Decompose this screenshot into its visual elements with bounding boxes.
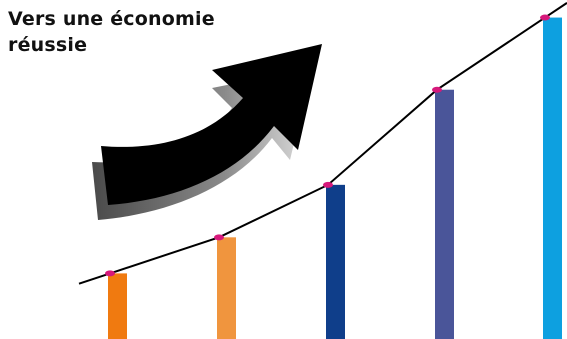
trend-point-3 — [323, 181, 333, 188]
caption-line-2: réussie — [8, 34, 88, 56]
caption-line-1: Vers une économie — [8, 8, 215, 30]
trend-point-1 — [105, 270, 115, 277]
bars — [108, 17, 562, 339]
bar-2 — [217, 237, 236, 339]
growth-arrow-icon — [92, 44, 322, 220]
trend-point-2 — [214, 234, 224, 241]
arrow-body — [101, 44, 322, 205]
bar-5 — [543, 17, 562, 339]
trend-point-4 — [432, 86, 442, 93]
bar-3 — [326, 184, 345, 339]
bar-1 — [108, 273, 127, 339]
trend-line — [78, 2, 567, 285]
bar-4 — [435, 89, 454, 339]
chart-caption: Vers une économie réussie — [8, 6, 268, 58]
trend-line-group — [78, 2, 567, 285]
trend-point-5 — [540, 14, 550, 21]
